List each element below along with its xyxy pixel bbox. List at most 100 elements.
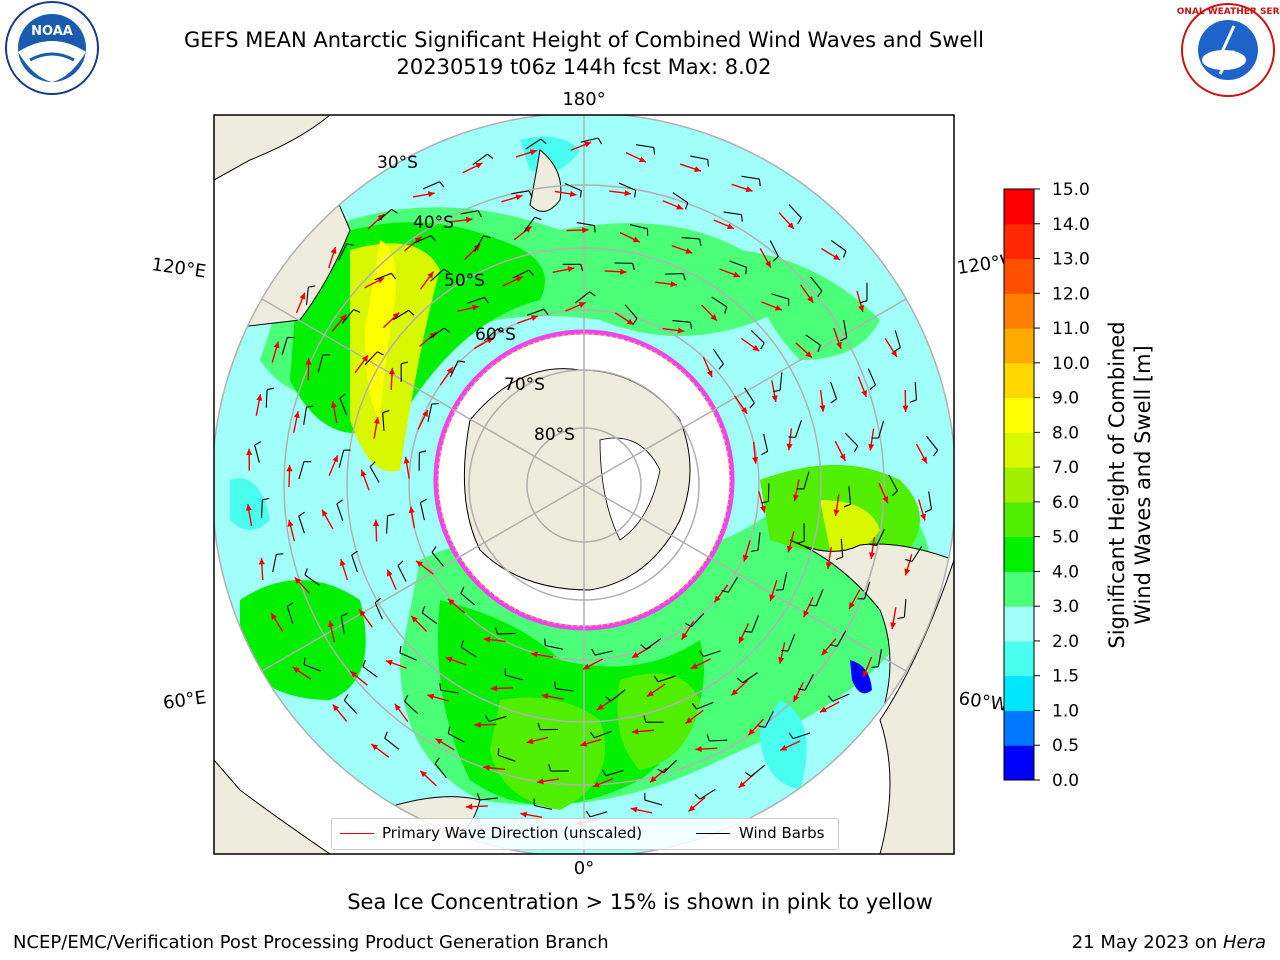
wave-arrow-head	[836, 341, 842, 349]
wave-arrow-head	[695, 746, 702, 753]
wave-direction-arrows	[245, 141, 928, 826]
wave-arrow-head	[330, 401, 337, 408]
wind-barb-flag	[434, 757, 440, 764]
wave-arrow-head	[245, 504, 252, 511]
wind-barb-staff	[338, 243, 348, 261]
wind-barb-flag	[254, 441, 262, 446]
wave-arrow-head	[582, 227, 589, 234]
wind-barb-flag	[401, 361, 409, 365]
wind-barb-staff	[498, 754, 516, 762]
wind-barb-flag	[924, 508, 932, 513]
wind-barb-staff	[448, 733, 465, 743]
wind-barb-staff	[911, 546, 923, 562]
wind-barb-flag	[391, 272, 397, 280]
wave-field-min	[850, 660, 872, 694]
wind-barb-flag	[749, 402, 755, 409]
wave-arrow-head	[294, 577, 302, 585]
colorbar-ticks: 0.0 0.5 1.0 1.5 2.0 3.0 4.0 5.0 6.0 7.0 8.0 9.0 10.0…	[1034, 180, 1090, 791]
colorbar-tick-label: 8.0	[1052, 423, 1079, 443]
wind-barb-staff	[384, 737, 400, 750]
wind-barb-staff	[750, 764, 766, 777]
wave-arrow-head	[447, 598, 455, 606]
wave-arrow-head	[350, 671, 358, 678]
wave-arrow-head	[328, 620, 335, 628]
wind-barb-staff	[805, 334, 821, 346]
colorbar-tick-label: 1.0	[1052, 701, 1079, 721]
wind-barb-flag	[483, 235, 491, 239]
wave-arrow-head	[690, 663, 698, 669]
wind-barb-staff	[699, 788, 716, 800]
wind-barb-flag	[447, 726, 451, 734]
wind-barb-staff	[709, 739, 728, 742]
colorbar-frame	[1003, 188, 1035, 781]
wind-barb-flag	[634, 190, 637, 198]
wind-barb-staff	[803, 471, 810, 490]
wave-arrow-head	[422, 409, 428, 417]
colorbar-swatch	[1004, 640, 1034, 677]
wave-arrow-head	[435, 738, 443, 745]
wind-barb-flag	[458, 360, 466, 363]
wave-field-8	[365, 240, 396, 420]
wave-arrow-head	[688, 805, 696, 812]
wind-barb-flag	[397, 560, 404, 567]
wave-arrow-head	[685, 247, 693, 254]
wave-arrow-head	[429, 332, 437, 339]
noaa-logo-text: NOAA	[31, 24, 73, 39]
map-subtitle: 20230519 t06z 144h fcst Max: 8.02	[396, 55, 772, 79]
wave-arrow-head	[567, 266, 575, 273]
wind-barb-flag	[460, 640, 464, 648]
wind-barb-flag	[601, 769, 607, 776]
wave-arrow-head	[394, 703, 401, 711]
wind-barb-flag	[699, 650, 704, 657]
wave-arrow-head	[305, 358, 312, 365]
wave-arrow-head	[752, 457, 759, 464]
wind-barb-flag	[891, 490, 898, 497]
wind-barb-flag	[597, 137, 603, 145]
wind-barb-flag	[745, 771, 752, 777]
wave-arrow-head	[786, 545, 793, 553]
colorbar-swatch	[1004, 606, 1034, 642]
footer-host: Hera	[1222, 932, 1266, 953]
wave-field-low-1	[760, 700, 807, 790]
wind-barb-staff	[657, 675, 676, 683]
wave-arrow-head	[632, 236, 640, 243]
wind-barb-flag	[871, 666, 879, 668]
wave-arrow-head	[630, 806, 638, 813]
wave-arrow-head	[670, 281, 678, 288]
wind-barb-staff	[304, 664, 322, 672]
colorbar-tick-label: 4.0	[1052, 562, 1079, 582]
lon-label-120e: 120°E	[150, 254, 207, 282]
wind-barb-flag	[339, 393, 346, 399]
wave-arrow-head	[392, 312, 400, 320]
wind-barb-staff	[362, 666, 378, 678]
wind-barb-staff	[460, 210, 479, 215]
wind-barb-flag	[773, 389, 781, 393]
wind-barb-staff	[386, 515, 389, 534]
colorbar-tick-label: 0.5	[1052, 736, 1079, 756]
wind-barb-staff	[712, 348, 724, 365]
wind-barb-staff	[727, 576, 739, 593]
wind-barb-staff	[336, 503, 344, 522]
wave-arrow-head	[465, 803, 473, 810]
land-corner-nw	[214, 115, 331, 181]
wind-barb-flag	[494, 627, 499, 635]
wind-barb-flag	[797, 540, 805, 544]
wind-barb-flag	[439, 181, 445, 188]
wave-arrow-head	[256, 394, 263, 401]
wave-arrow-head	[420, 770, 427, 778]
wind-barb-staff	[460, 646, 477, 658]
lon-label-60e: 60°E	[162, 687, 208, 714]
wind-barb-staff	[843, 319, 848, 338]
wind-barb-staff	[399, 652, 417, 661]
wind-barb-staff	[624, 304, 638, 319]
wave-arrow-head	[330, 247, 337, 255]
wave-arrow-head	[387, 569, 393, 577]
wave-arrow-head	[339, 559, 346, 567]
wave-arrow-head	[537, 778, 544, 785]
wind-barb-staff	[690, 155, 708, 161]
wind-barb-staff	[804, 674, 814, 691]
wind-barb-flag	[772, 256, 779, 262]
wave-arrow-head	[427, 693, 435, 700]
wave-arrow-head	[868, 443, 875, 451]
